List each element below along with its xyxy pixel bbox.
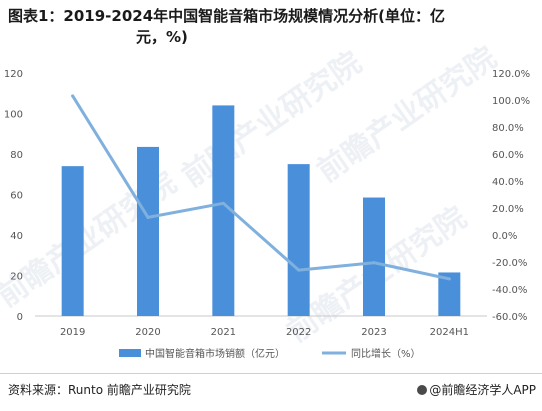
chart-title-line1: 图表1：2019-2024年中国智能音箱市场规模情况分析(单位：亿 — [8, 7, 446, 25]
y-tick-label: 20 — [10, 272, 23, 283]
x-tick-label: 2024H1 — [430, 327, 469, 338]
legend-label-bar: 中国智能音箱市场销额（亿元） — [145, 347, 285, 360]
growth-line — [71, 94, 451, 281]
bar — [438, 272, 461, 316]
y2-tick-label: 100.0% — [492, 96, 530, 107]
brand-logo-icon — [417, 385, 428, 395]
y-tick-label: 80 — [10, 150, 23, 161]
growth-point — [221, 201, 225, 205]
x-tick-label: 2019 — [60, 327, 85, 338]
bar — [363, 197, 385, 316]
brand-label: @前瞻经济学人APP — [417, 381, 536, 398]
growth-point — [447, 277, 451, 281]
x-tick-label: 2020 — [135, 327, 160, 338]
y2-tick-label: -40.0% — [492, 285, 527, 296]
y2-tick-label: 0.0% — [492, 231, 517, 242]
footer-divider — [0, 373, 542, 374]
y-tick-label: 100 — [4, 110, 23, 121]
brand-text: @前瞻经济学人APP — [429, 383, 536, 397]
y-tick-label: 0 — [17, 312, 23, 323]
legend-swatch-bar — [119, 349, 141, 357]
bar — [137, 146, 159, 316]
bar — [212, 105, 235, 317]
y-tick-label: 120 — [4, 69, 23, 80]
source-text: 资料来源：Runto 前瞻产业研究院 — [8, 383, 191, 397]
growth-point — [372, 261, 376, 265]
growth-point — [146, 215, 150, 219]
y2-tick-label: 40.0% — [492, 177, 524, 188]
growth-point — [71, 94, 75, 98]
y2-tick-label: 60.0% — [492, 150, 524, 161]
legend-label-line: 同比增长（%） — [351, 347, 421, 360]
x-tick-label: 2021 — [211, 327, 236, 338]
growth-point — [297, 268, 301, 272]
chart-title: 图表1：2019-2024年中国智能音箱市场规模情况分析(单位：亿 元，%) — [8, 6, 534, 48]
y-tick-label: 40 — [10, 231, 23, 242]
y2-tick-label: 20.0% — [492, 204, 524, 215]
bar — [61, 166, 84, 316]
y2-tick-label: 80.0% — [492, 123, 524, 134]
x-tick-label: 2022 — [286, 327, 311, 338]
x-tick-label: 2023 — [361, 327, 386, 338]
y2-tick-label: 120.0% — [492, 69, 530, 80]
y2-tick-label: -60.0% — [492, 312, 527, 323]
chart-title-line2: 元，%) — [136, 28, 188, 46]
bar — [287, 164, 310, 316]
y-tick-label: 60 — [10, 191, 23, 202]
y2-tick-label: -20.0% — [492, 258, 527, 269]
